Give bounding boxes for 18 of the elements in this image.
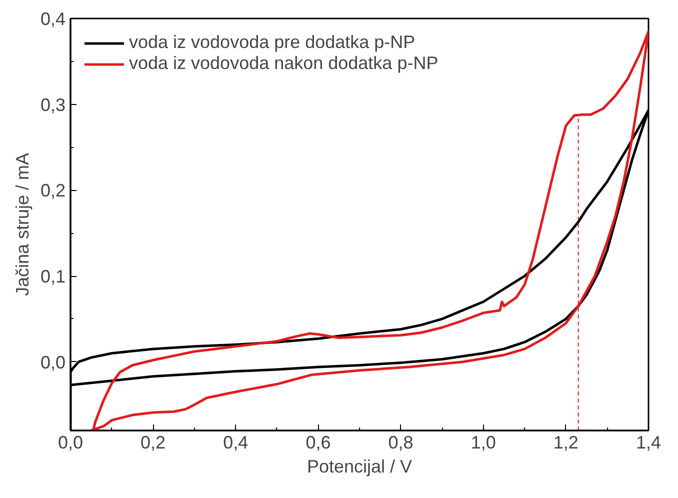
y-tick-label: 0,2: [40, 180, 66, 201]
y-tick-label: 0,0: [40, 352, 66, 372]
y-tick-label: 0,4: [40, 9, 66, 29]
y-tick-label: 0,3: [40, 94, 66, 115]
y-tick-label: 0,1: [40, 266, 66, 286]
legend-label: voda iz vodovoda pre dodatka p-NP: [129, 32, 416, 53]
x-tick-label: 0,2: [140, 432, 166, 452]
x-tick-label: 0,0: [58, 432, 84, 452]
line-series: [90, 30, 648, 430]
x-tick-label: 1,0: [470, 432, 496, 452]
legend-label: voda iz vodovoda nakon dodatka p-NP: [129, 53, 438, 74]
x-tick-label: 0,4: [223, 432, 248, 452]
x-tick-label: 0,6: [306, 432, 331, 452]
x-tick-label: 0,8: [388, 432, 414, 452]
x-axis-title: Potencijal / V: [306, 456, 412, 476]
x-tick-label: 1,4: [636, 432, 662, 452]
x-tick-label: 1,2: [553, 432, 578, 452]
y-axis-title: Jačina struje / mA: [12, 152, 32, 296]
